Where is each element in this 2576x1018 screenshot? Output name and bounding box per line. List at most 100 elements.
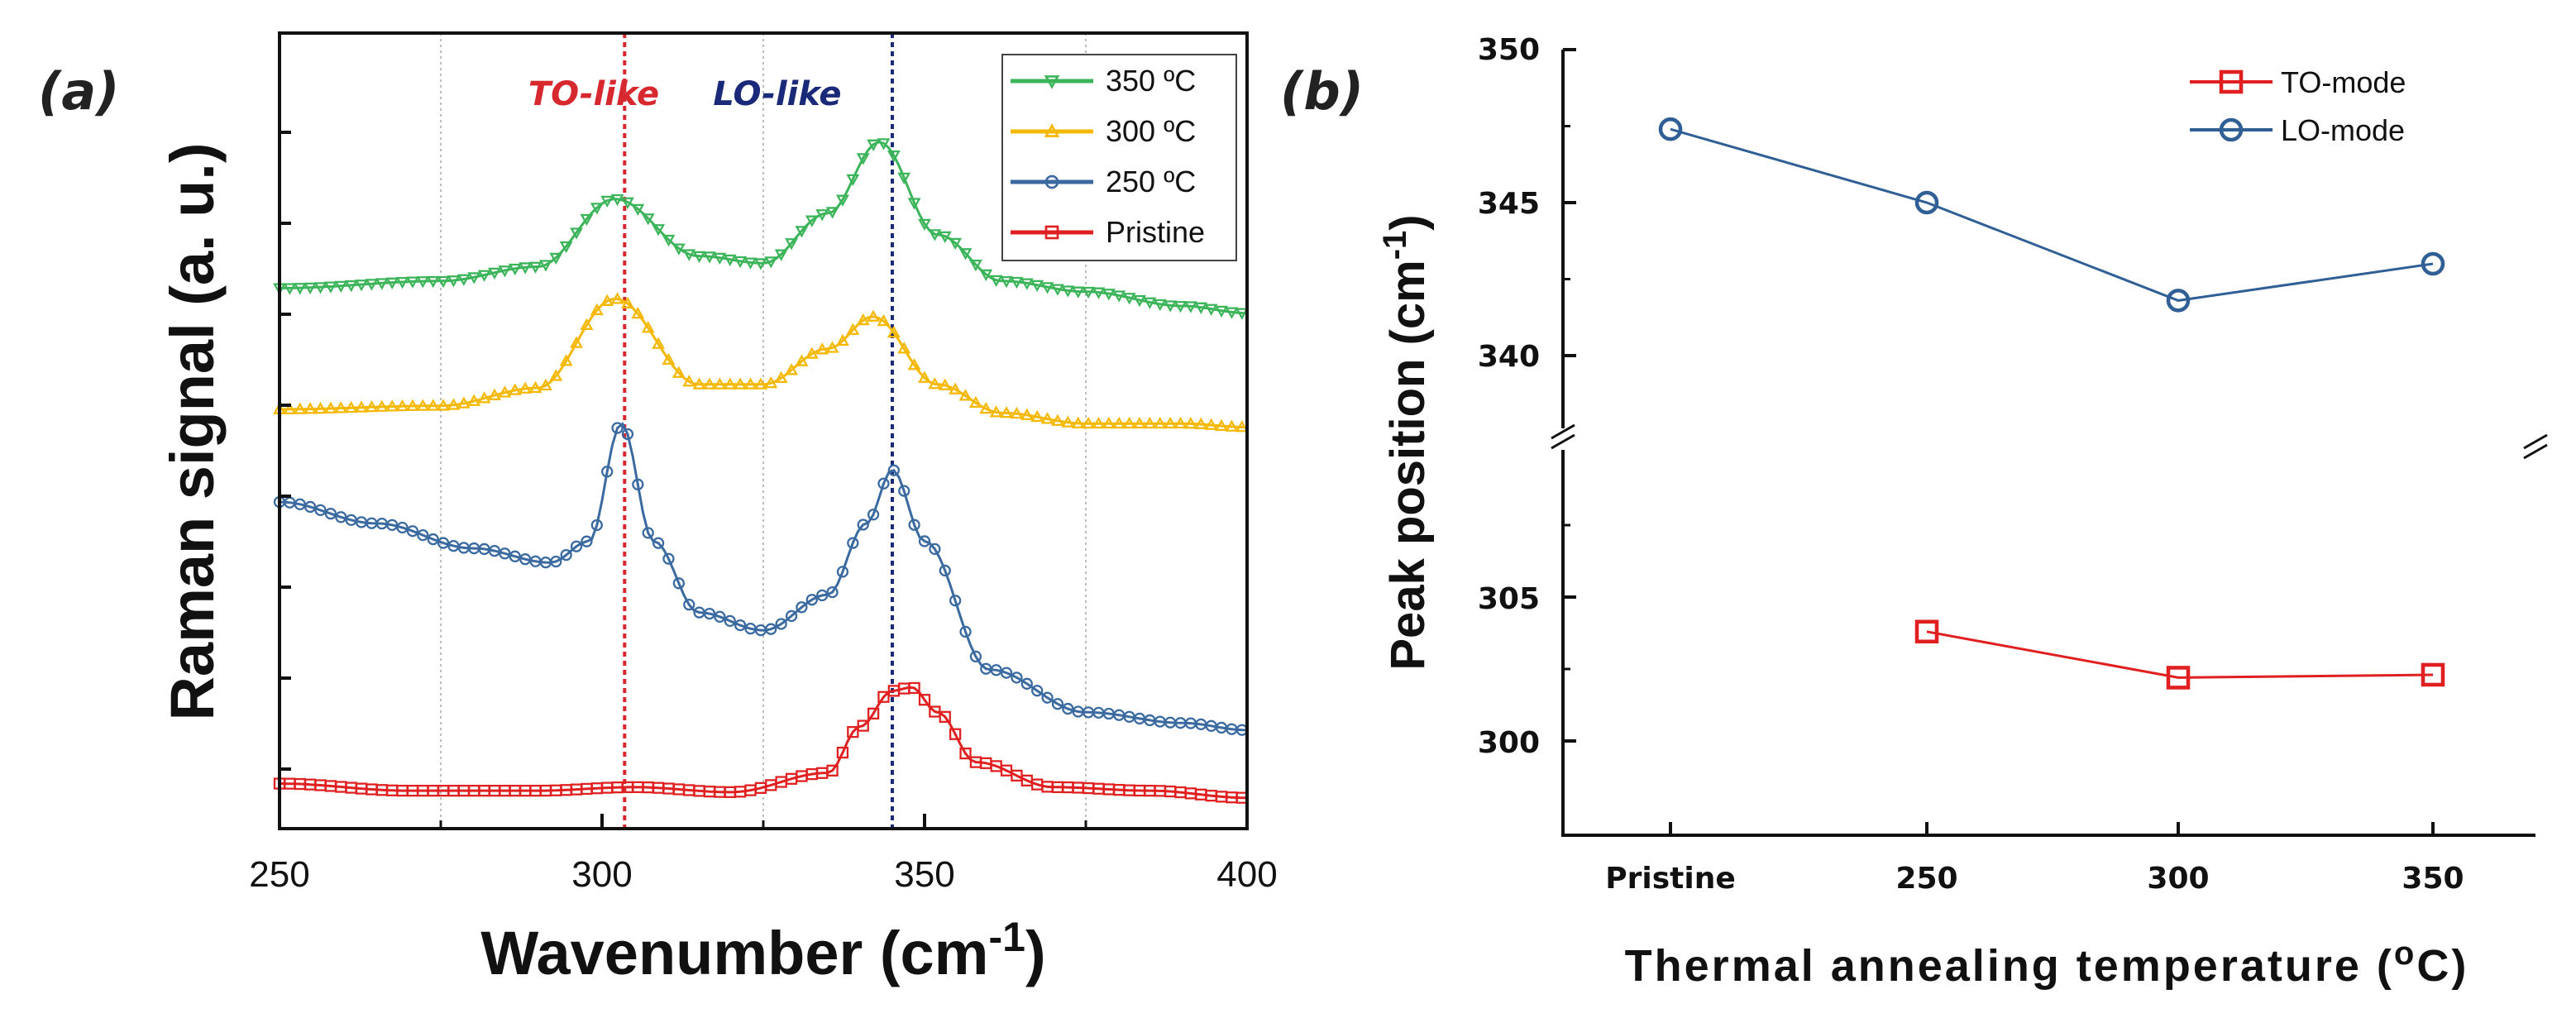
data-point xyxy=(610,292,624,304)
data-point xyxy=(815,209,829,222)
data-point xyxy=(385,399,399,412)
x-category-label: Pristine xyxy=(1605,862,1736,896)
data-point xyxy=(846,174,860,187)
series-300c xyxy=(273,292,1249,433)
data-point xyxy=(857,719,869,732)
panel-b-label: (b) xyxy=(1280,61,1364,122)
data-point xyxy=(1061,415,1075,428)
data-point xyxy=(847,725,859,738)
data-point xyxy=(437,275,451,289)
data-point xyxy=(1194,302,1208,314)
data-point xyxy=(508,263,522,276)
data-point xyxy=(488,267,501,280)
data-point xyxy=(1030,409,1044,423)
data-point xyxy=(570,540,583,552)
data-point xyxy=(1914,619,1939,644)
data-point xyxy=(334,280,348,294)
data-point xyxy=(365,279,379,291)
data-point xyxy=(549,369,563,381)
data-point xyxy=(2421,251,2445,276)
data-point xyxy=(1020,677,1033,690)
series-pristine xyxy=(273,681,1248,804)
data-point xyxy=(815,342,829,355)
data-point xyxy=(887,325,901,338)
data-point xyxy=(703,251,716,264)
lo-like-annotation: LO-like xyxy=(713,75,841,113)
data-point xyxy=(323,401,337,413)
data-point xyxy=(601,466,614,478)
x-tick-label: 250 xyxy=(249,854,309,895)
data-point xyxy=(590,303,604,316)
data-point xyxy=(538,378,552,391)
data-point xyxy=(1183,301,1197,313)
panel-a-series xyxy=(273,138,1249,804)
data-point xyxy=(375,278,389,290)
data-point xyxy=(764,375,778,389)
data-point xyxy=(1040,282,1054,294)
data-point xyxy=(570,227,583,240)
data-point xyxy=(764,256,778,269)
data-point xyxy=(795,226,809,238)
legend-key-marker xyxy=(2219,69,2244,94)
panel-a-x-axis-title: Wavenumber (cm-1) xyxy=(480,914,1045,987)
data-point xyxy=(1041,691,1054,704)
data-point xyxy=(918,370,931,383)
data-point xyxy=(477,270,491,282)
data-point xyxy=(1062,702,1074,715)
data-point xyxy=(968,259,982,272)
data-point xyxy=(826,764,839,777)
data-point xyxy=(1164,416,1178,429)
data-point xyxy=(692,251,706,263)
data-point xyxy=(703,607,716,620)
data-point xyxy=(1051,698,1064,710)
data-point xyxy=(1092,416,1106,429)
series-250c xyxy=(273,422,1248,736)
panel-b: (b) 350 345 340 305 300 Pristine 250 300… xyxy=(1280,33,2548,991)
data-point xyxy=(1071,416,1085,428)
panel-a: (a) TO-like LO-like 350 ºC 300 ºC 250 ºC… xyxy=(38,31,1278,987)
data-point xyxy=(867,707,880,719)
data-point xyxy=(621,428,634,441)
data-point xyxy=(406,399,419,411)
data-point xyxy=(1000,406,1013,418)
data-point xyxy=(1215,305,1228,318)
data-point xyxy=(867,139,881,151)
data-point xyxy=(417,528,429,542)
data-point xyxy=(1071,286,1085,299)
data-point xyxy=(836,333,849,347)
data-point xyxy=(2166,289,2191,313)
data-point xyxy=(1122,416,1136,429)
data-point xyxy=(958,389,973,401)
data-point xyxy=(908,519,920,531)
data-point xyxy=(846,323,860,335)
data-point xyxy=(662,552,675,565)
data-point xyxy=(1051,413,1064,426)
data-point xyxy=(652,224,666,237)
data-point xyxy=(785,609,798,623)
data-point xyxy=(437,399,451,411)
data-point xyxy=(2421,662,2445,687)
y-tick-label: 305 xyxy=(1478,582,1540,616)
data-point xyxy=(877,477,890,490)
data-point xyxy=(509,550,521,562)
y-tick-label: 340 xyxy=(1478,340,1540,374)
data-point xyxy=(897,342,911,354)
data-point xyxy=(1153,416,1167,429)
data-point xyxy=(1122,293,1136,305)
data-point xyxy=(682,375,696,387)
y-tick-label: 300 xyxy=(1478,726,1540,760)
data-point xyxy=(958,248,973,260)
data-point xyxy=(385,277,399,289)
panel-a-legend-box xyxy=(1001,54,1237,261)
data-point xyxy=(498,385,512,398)
axis-break-right-icon xyxy=(2523,433,2548,460)
panel-b-legend: TO-mode LO-mode xyxy=(2190,65,2406,147)
data-point xyxy=(1082,416,1096,429)
data-point xyxy=(856,153,870,165)
data-point xyxy=(918,535,931,547)
y-tick-label: 345 xyxy=(1478,187,1540,221)
data-point xyxy=(631,203,645,216)
data-point xyxy=(918,218,931,232)
data-point xyxy=(355,400,368,413)
data-point xyxy=(723,254,737,267)
